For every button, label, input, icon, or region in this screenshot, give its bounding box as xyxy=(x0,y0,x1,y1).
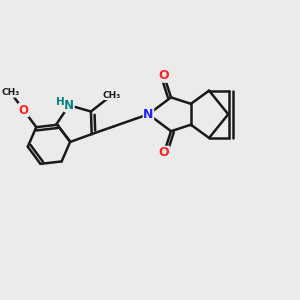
Text: N: N xyxy=(64,99,74,112)
Text: O: O xyxy=(159,69,169,82)
Text: O: O xyxy=(159,146,169,159)
Text: H: H xyxy=(56,97,65,107)
Text: N: N xyxy=(143,108,154,121)
Text: CH₃: CH₃ xyxy=(103,91,121,100)
Text: O: O xyxy=(19,103,28,116)
Text: CH₃: CH₃ xyxy=(2,88,20,97)
